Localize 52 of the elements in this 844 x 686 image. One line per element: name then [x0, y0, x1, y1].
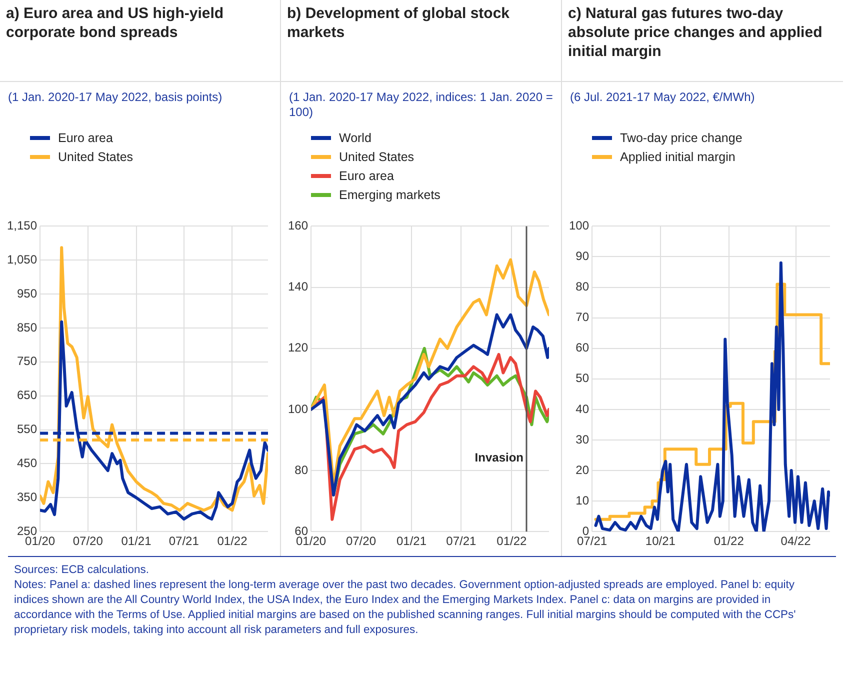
text: Notes: Panel a: dashed lines represent the long-term average over the past two decades. Government option-adjusted spreads are employed. Panel b: equity indices shown are the All Country World Index, the USA Index, the Euro Index and the Emerging Markets Index. Panel c: data on margins are provided in accordance with the Terms of Use. Applied initial margins are based on the published scanning ranges. Full initial margins should be computed with the CCPs' proprietary risk models, taking into account all risk parameters and full exposures. [14, 578, 797, 638]
y-tick-label: 80 [576, 280, 590, 294]
x-tick-label: 01/22 [496, 534, 528, 548]
y-tick-label: 60 [576, 340, 590, 355]
chart-title: c) Natural gas futures two-day absolute price changes and applied initial margin [562, 0, 843, 82]
x-tick-label: 07/21 [446, 534, 477, 548]
x-tick-label: 01/22 [217, 534, 248, 548]
x-tick-label: 07/20 [72, 534, 104, 548]
y-tick-label: 50 [576, 371, 590, 386]
y-tick-label: 120 [288, 340, 308, 355]
source-note: Sources: ECB calculations. [14, 563, 150, 578]
y-tick-label: 100 [288, 402, 308, 416]
ref-line-label: Invasion [474, 450, 524, 465]
y-tick-label: 850 [17, 320, 38, 334]
y-tick-label: 20 [576, 462, 590, 477]
y-tick-label: 80 [294, 462, 308, 477]
x-tick-label: 07/21 [168, 534, 200, 548]
y-tick-label: 90 [576, 249, 590, 264]
y-tick-label: 70 [576, 310, 590, 324]
y-tick-label: 450 [17, 456, 38, 470]
legend-label: World [339, 130, 372, 144]
legend-label: United States [339, 150, 414, 164]
chart-subtitle: (6 Jul. 2021-17 May 2022, €/MWh) [569, 89, 756, 106]
legend-label: Applied initial margin [620, 150, 736, 164]
chart-subtitle: (1 Jan. 2020-17 May 2022, basis points) [7, 89, 224, 106]
legend-label: Two-day price change [620, 130, 742, 144]
y-tick-label: 950 [17, 286, 38, 300]
legend-label: Euro area [58, 130, 113, 144]
y-tick-label: 100 [568, 218, 590, 233]
legend-label: Emerging markets [339, 188, 440, 202]
x-tick-label: 01/22 [714, 534, 744, 548]
chart-title: b) Development of global stock markets [281, 0, 561, 82]
x-tick-label: 04/22 [780, 534, 812, 548]
legend-label: United States [58, 150, 134, 164]
y-tick-label: 10 [576, 493, 590, 508]
chart-subtitle: (1 Jan. 2020-17 May 2022, indices: 1 Jan. 2020 = 100) [288, 89, 554, 121]
y-tick-label: 350 [17, 490, 38, 504]
chart-title: a) Euro area and US high-yield corporate bond spreads [0, 0, 280, 82]
x-tick-label: 01/21 [121, 534, 152, 548]
x-tick-label: 01/21 [396, 534, 427, 548]
y-tick-label: 1,150 [7, 218, 38, 233]
y-tick-label: 140 [288, 280, 308, 294]
x-tick-label: 07/20 [346, 534, 376, 548]
y-tick-label: 550 [17, 422, 38, 436]
legend-label: Euro area [339, 168, 394, 182]
y-tick-label: 750 [17, 354, 38, 368]
x-tick-label: 10/21 [645, 534, 676, 548]
y-tick-label: 30 [576, 432, 590, 446]
y-tick-label: 650 [17, 388, 38, 402]
y-tick-label: 160 [288, 218, 308, 233]
y-tick-label: 40 [576, 402, 590, 416]
y-tick-label: 1,050 [7, 252, 38, 266]
